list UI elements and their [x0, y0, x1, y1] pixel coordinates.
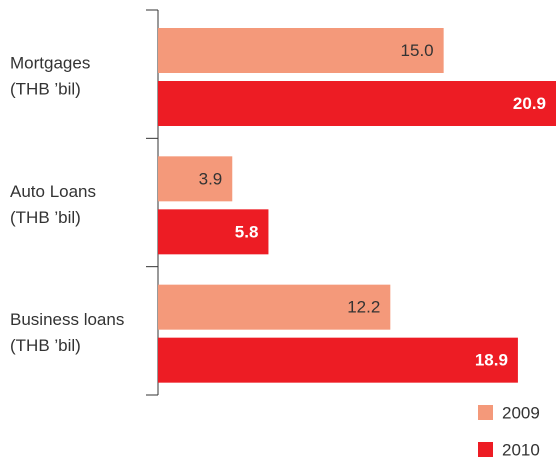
value-label: 20.9	[513, 94, 546, 113]
bar	[158, 81, 556, 126]
legend-swatch	[478, 405, 493, 420]
bar	[158, 28, 444, 73]
category-label: (THB ’bil)	[10, 336, 81, 355]
value-label: 12.2	[347, 298, 380, 317]
category-label: (THB ’bil)	[10, 208, 81, 227]
category-label: Auto Loans	[10, 182, 96, 201]
legend-label: 2010	[502, 440, 540, 457]
bar	[158, 209, 269, 255]
legend-label: 2009	[502, 403, 540, 422]
value-label: 15.0	[401, 41, 434, 60]
value-label: 18.9	[475, 351, 508, 370]
category-label: Business loans	[10, 310, 124, 329]
bar	[158, 284, 391, 330]
value-label: 5.8	[235, 222, 259, 241]
value-label: 3.9	[199, 169, 223, 188]
category-label: Mortgages	[10, 53, 90, 72]
legend-swatch	[478, 442, 493, 457]
category-label: (THB ’bil)	[10, 79, 81, 98]
bar	[158, 337, 518, 383]
bar	[158, 156, 233, 202]
